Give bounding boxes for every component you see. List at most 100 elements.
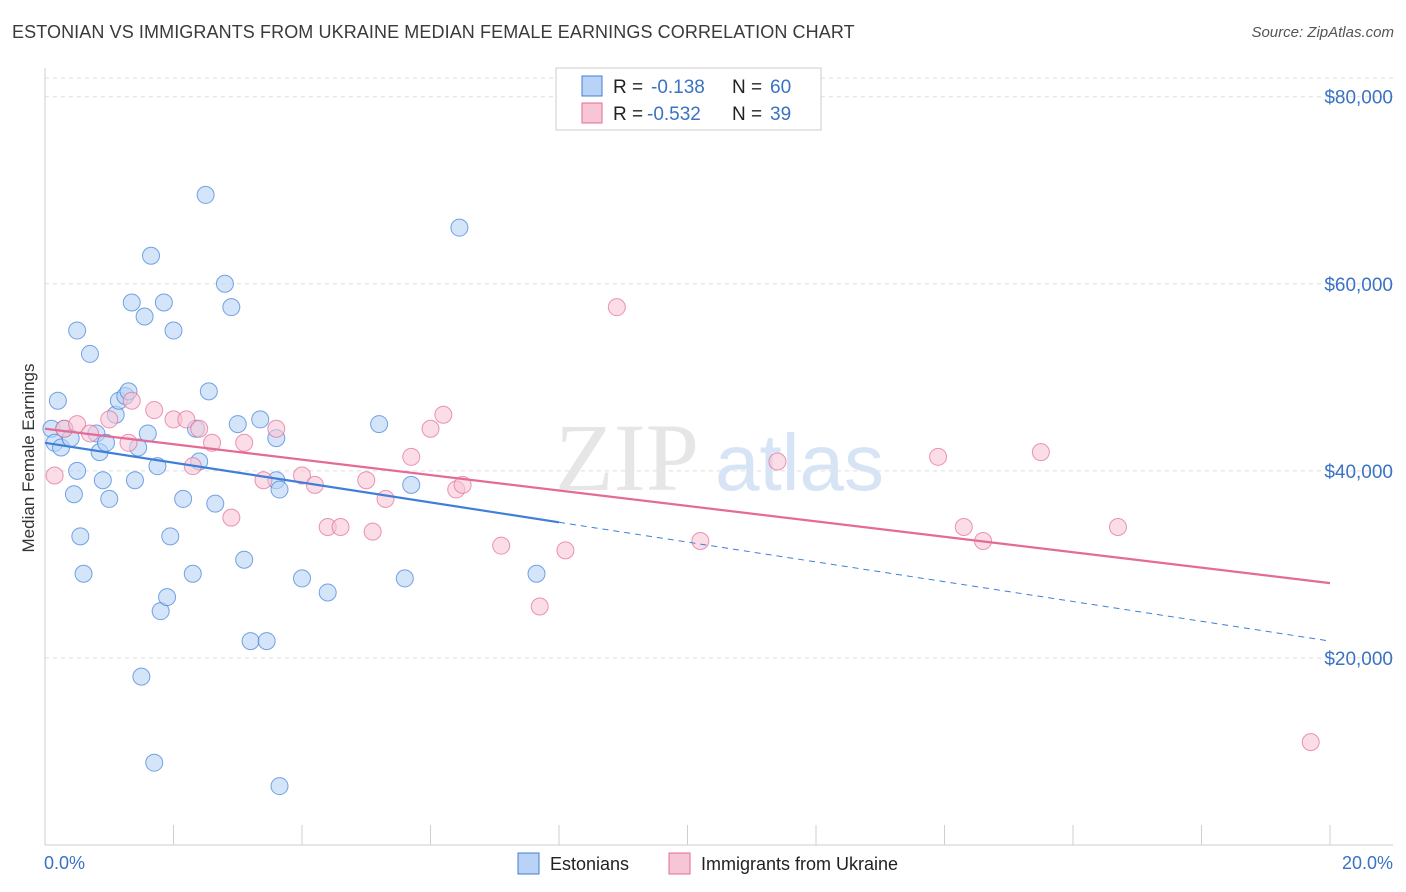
point-ukraine-31 [556, 541, 575, 560]
point-ukraine-14 [235, 433, 254, 452]
point-estonians-56 [395, 569, 414, 588]
legend-r-label-1: R = [613, 77, 643, 98]
legend-n-label-2: N = [732, 104, 762, 125]
point-ukraine-15 [254, 471, 273, 490]
point-estonians-41 [206, 494, 225, 513]
y-tick-label-20000: $20,000 [1324, 649, 1393, 670]
point-estonians-42 [215, 274, 234, 293]
point-ukraine-32 [607, 298, 626, 317]
trend-lines [44, 427, 1331, 642]
point-estonians-59 [527, 564, 546, 583]
point-estonians-43 [222, 298, 241, 317]
legend-r-value-1: -0.138 [651, 77, 705, 98]
point-estonians-39 [196, 185, 215, 204]
trend-line-estonians [44, 441, 560, 524]
point-ukraine-23 [376, 489, 395, 508]
point-estonians-8 [71, 527, 90, 546]
point-estonians-11 [68, 321, 87, 340]
point-estonians-7 [68, 461, 87, 480]
trend-line-ukraine [44, 427, 1331, 585]
point-estonians-46 [241, 632, 260, 651]
axes: $20,000 $40,000 $60,000 $80,000 [44, 68, 1393, 846]
point-estonians-27 [142, 246, 161, 265]
point-estonians-55 [370, 415, 389, 434]
point-ukraine-16 [267, 419, 286, 438]
point-estonians-58 [450, 218, 469, 237]
point-ukraine-39 [1108, 517, 1127, 536]
point-ukraine-17 [293, 466, 311, 485]
point-ukraine-7 [145, 401, 164, 420]
point-ukraine-36 [954, 517, 973, 536]
point-estonians-57 [402, 475, 421, 494]
point-estonians-16 [100, 489, 119, 508]
point-estonians-2 [48, 391, 67, 410]
point-ukraine-29 [492, 536, 511, 555]
legend-n-value-2: 39 [770, 104, 791, 125]
point-ukraine-24 [402, 447, 421, 466]
watermark-atlas: atlas [715, 418, 884, 507]
point-estonians-50 [270, 777, 289, 796]
point-ukraine-40 [1301, 733, 1320, 752]
chart-title: ESTONIAN VS IMMIGRANTS FROM UKRAINE MEDI… [12, 22, 855, 42]
point-ukraine-12 [203, 433, 222, 452]
series-estonians-points [42, 185, 546, 796]
point-estonians-44 [228, 415, 247, 434]
point-ukraine-6 [122, 391, 141, 410]
point-ukraine-30 [530, 597, 549, 616]
point-ukraine-25 [421, 419, 440, 438]
x-tick-label-max: 20.0% [1342, 853, 1393, 873]
point-ukraine-22 [363, 522, 382, 541]
legend-n-value-1: 60 [770, 77, 791, 98]
grid-lines [45, 77, 1393, 659]
legend-n-label-1: N = [732, 77, 762, 98]
point-estonians-53 [293, 569, 311, 588]
point-estonians-21 [122, 293, 141, 312]
x-tick-label-min: 0.0% [44, 853, 85, 873]
bottom-legend-estonians: Estonians [550, 854, 629, 874]
point-ukraine-13 [222, 508, 241, 527]
point-estonians-48 [257, 632, 276, 651]
point-ukraine-0 [45, 466, 64, 485]
point-estonians-31 [154, 293, 173, 312]
point-ukraine-33 [691, 532, 710, 551]
legend-r-label-2: R = [613, 104, 643, 125]
point-estonians-45 [235, 550, 254, 569]
point-estonians-33 [161, 527, 180, 546]
point-estonians-35 [174, 489, 193, 508]
source-label: Source: ZipAtlas.com [1251, 24, 1394, 41]
point-estonians-9 [74, 564, 93, 583]
point-estonians-6 [64, 485, 83, 504]
watermark-zip: ZIP [555, 404, 699, 511]
point-estonians-32 [158, 588, 177, 607]
point-ukraine-9 [177, 410, 196, 429]
legend-r-value-2: -0.532 [647, 104, 701, 125]
point-estonians-34 [164, 321, 183, 340]
point-ukraine-4 [100, 410, 119, 429]
y-tick-label-80000: $80,000 [1324, 88, 1393, 109]
point-ukraine-26 [434, 405, 453, 424]
point-estonians-36 [183, 564, 202, 583]
point-ukraine-20 [331, 517, 350, 536]
point-ukraine-5 [119, 433, 138, 452]
point-ukraine-11 [190, 419, 209, 438]
series-legend: Estonians Immigrants from Ukraine [517, 852, 898, 875]
point-estonians-47 [251, 410, 270, 429]
bottom-legend-swatch-ukraine [668, 852, 691, 875]
legend-swatch-blue [581, 75, 603, 97]
point-estonians-14 [93, 471, 112, 490]
bottom-legend-ukraine: Immigrants from Ukraine [701, 854, 898, 874]
series-ukraine-points [45, 298, 1320, 752]
point-ukraine-38 [1031, 443, 1050, 462]
point-estonians-25 [135, 307, 154, 326]
legend-swatch-pink [581, 102, 603, 124]
point-ukraine-35 [929, 447, 948, 466]
y-axis-label: Median Female Earnings [19, 364, 38, 553]
point-estonians-40 [199, 382, 218, 401]
watermark: ZIP atlas [555, 404, 884, 511]
point-ukraine-21 [357, 471, 376, 490]
correlation-legend: R = -0.138 N = 60 R = -0.532 N = 39 [555, 67, 822, 131]
point-estonians-28 [145, 753, 164, 772]
point-estonians-24 [132, 667, 151, 686]
y-tick-label-40000: $40,000 [1324, 462, 1393, 483]
